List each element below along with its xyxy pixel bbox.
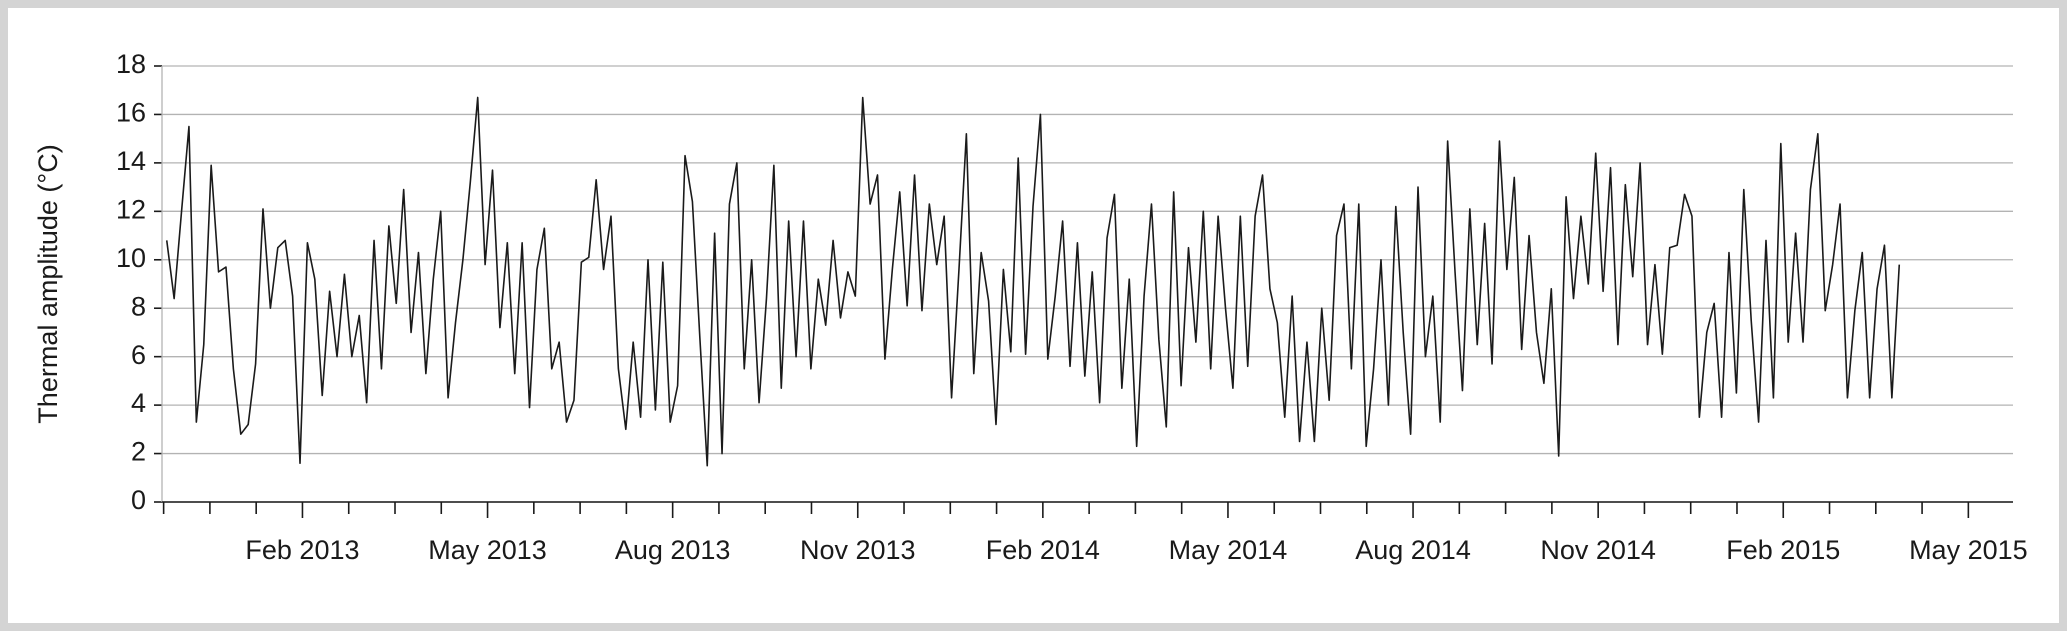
x-tick-label: Feb 2014 bbox=[986, 535, 1100, 565]
y-tick-label: 18 bbox=[116, 49, 146, 79]
x-tick-label: Aug 2013 bbox=[615, 535, 731, 565]
y-tick-label: 16 bbox=[116, 98, 146, 128]
x-tick-label: May 2015 bbox=[1909, 535, 2028, 565]
x-tick-label: Feb 2013 bbox=[245, 535, 359, 565]
x-tick-label: Aug 2014 bbox=[1355, 535, 1471, 565]
x-tick-label: May 2013 bbox=[428, 535, 547, 565]
y-tick-label: 12 bbox=[116, 194, 146, 224]
y-tick-label: 10 bbox=[116, 243, 146, 273]
x-tick-label: Feb 2015 bbox=[1726, 535, 1840, 565]
y-axis-label: Thermal amplitude (°C) bbox=[33, 144, 63, 423]
y-tick-label: 6 bbox=[131, 340, 146, 370]
x-tick-label: May 2014 bbox=[1169, 535, 1288, 565]
y-tick-label: 2 bbox=[131, 437, 146, 467]
y-tick-label: 4 bbox=[131, 388, 146, 418]
y-tick-label: 8 bbox=[131, 291, 146, 321]
x-tick-label: Nov 2014 bbox=[1540, 535, 1656, 565]
x-tick-label: Nov 2013 bbox=[800, 535, 916, 565]
y-tick-label: 14 bbox=[116, 146, 146, 176]
data-line bbox=[165, 96, 1901, 467]
y-tick-label: 0 bbox=[131, 485, 146, 515]
